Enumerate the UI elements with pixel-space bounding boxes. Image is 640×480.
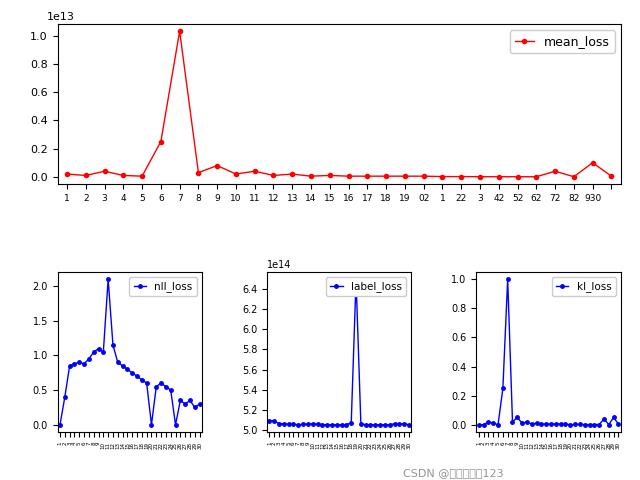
Text: CSDN @小时不识月123: CSDN @小时不识月123 bbox=[403, 468, 504, 478]
Legend: mean_loss: mean_loss bbox=[510, 30, 614, 53]
Legend: nll_loss: nll_loss bbox=[129, 277, 197, 297]
Legend: kl_loss: kl_loss bbox=[552, 277, 616, 297]
Legend: label_loss: label_loss bbox=[326, 277, 406, 297]
